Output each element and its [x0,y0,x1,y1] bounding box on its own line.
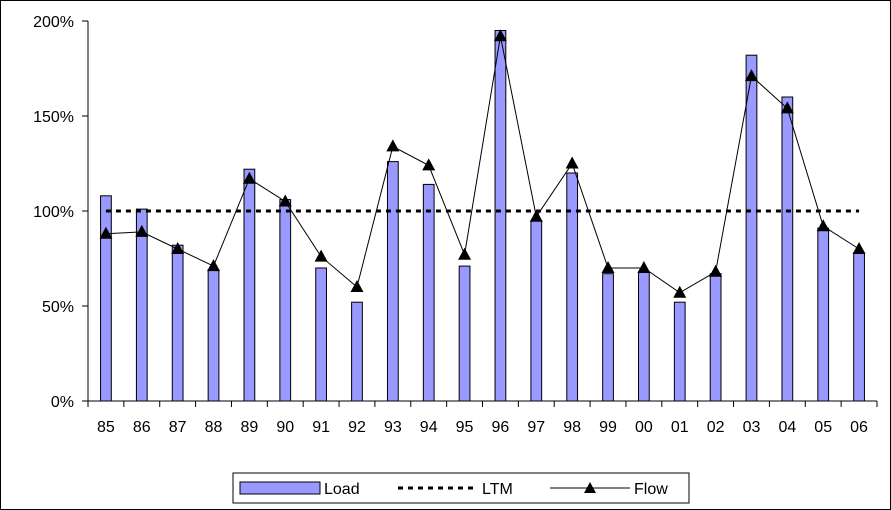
load-bar [100,195,112,402]
load-bar [386,161,399,402]
x-tick-label: 98 [563,419,581,436]
y-tick-label: 0% [51,394,74,411]
x-tick-label: 95 [456,419,474,436]
x-tick-label: 97 [527,419,545,436]
flow-series-line [105,36,860,294]
load-bar [745,54,758,402]
x-tick-label: 85 [97,419,115,436]
load-bar [494,30,507,402]
flow-point-marker [278,194,292,207]
load-bar [135,208,148,402]
load-bar [279,199,292,402]
flow-point-marker [350,280,364,292]
x-tick-label: 90 [276,419,294,436]
load-bar [422,183,435,402]
flow-point-marker [529,209,543,222]
x-tick-label: 96 [492,419,510,436]
load-bars [100,30,865,402]
flow-point-marker [744,69,758,82]
flow-point-marker [99,226,113,239]
load-bar [673,301,686,402]
flow-point-marker [852,242,866,254]
x-tick-label: 03 [743,419,761,436]
x-tick-label: 00 [635,419,653,436]
legend-load-label: Load [324,481,360,498]
y-axis: 0% 50% 100% 150% 200% [33,14,89,411]
x-tick-label: 93 [384,419,402,436]
flow-point-marker [171,242,185,254]
load-bar [243,168,256,402]
x-tick-label: 87 [169,419,187,436]
y-tick-label: 200% [33,14,74,31]
load-bar [207,269,220,402]
flow-point-marker [386,139,400,152]
load-bar [351,301,363,402]
load-bar [566,172,579,402]
load-bar [853,252,865,402]
y-tick-label: 150% [33,109,74,126]
legend-load-swatch [239,481,321,495]
flow-point-marker [780,101,794,114]
y-tick-label: 100% [33,204,74,221]
y-tick-label: 50% [42,299,74,316]
flow-line [99,29,866,298]
flow-point-marker [493,29,507,42]
x-tick-label: 06 [850,419,868,436]
load-bar [315,267,327,402]
x-tick-label: 04 [778,419,796,436]
load-bar [458,265,471,402]
x-axis: 85 86 87 88 89 90 91 92 93 94 95 96 97 98 99 00 01 02 03 04… [87,400,878,436]
load-bar [709,273,722,402]
load-bar [530,220,543,402]
x-tick-label: 92 [348,419,366,436]
load-bar [638,271,650,402]
flow-point-marker [242,171,256,184]
load-bar [781,96,794,402]
legend: Load LTM Flow [232,472,690,504]
flow-point-marker [314,249,328,262]
load-bar [817,227,830,402]
legend-flow-marker-icon [584,482,596,493]
x-tick-label: 89 [240,419,258,436]
flow-point-marker [207,259,221,272]
flow-point-marker [709,264,723,277]
x-tick-label: 86 [133,419,151,436]
flow-point-marker [816,219,830,232]
x-tick-label: 94 [420,419,438,436]
flow-point-marker [458,247,472,260]
load-bar [602,273,614,402]
x-tick-label: 02 [707,419,725,436]
legend-flow-label: Flow [634,481,668,498]
x-tick-label: 91 [312,419,330,436]
legend-ltm-label: LTM [482,481,513,498]
flow-point-marker [422,158,436,171]
flow-point-marker [637,261,651,273]
flow-point-marker [135,224,149,237]
load-bar [171,244,184,402]
x-tick-label: 99 [599,419,617,436]
x-tick-label: 05 [814,419,832,436]
x-tick-label: 88 [205,419,223,436]
flow-point-marker [601,261,615,273]
flow-point-marker [673,285,687,298]
x-tick-label: 01 [671,419,689,436]
flow-point-marker [565,156,579,169]
